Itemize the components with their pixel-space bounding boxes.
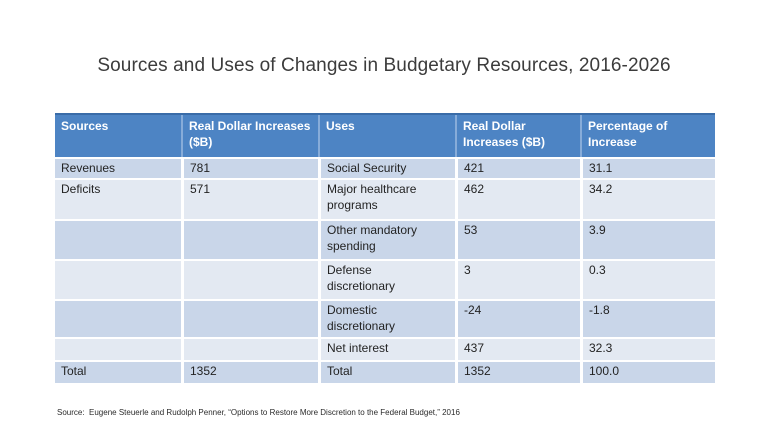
table-cell: 0.3 xyxy=(580,261,715,299)
header-cell-uses: Uses xyxy=(318,115,455,157)
table-row: Other mandatory spending 53 3.9 xyxy=(55,219,715,259)
table-cell xyxy=(55,221,181,259)
table-cell: Social Security xyxy=(318,159,455,178)
table-cell: Other mandatory spending xyxy=(318,221,455,259)
table-cell: 1352 xyxy=(455,362,580,383)
header-cell-uses-dollars: Real Dollar Increases ($B) xyxy=(455,115,580,157)
table-cell: Defense discretionary xyxy=(318,261,455,299)
table-cell: 3 xyxy=(455,261,580,299)
header-cell-sources: Sources xyxy=(61,119,109,133)
table-row: Net interest 437 32.3 xyxy=(55,337,715,360)
table-cell: 1352 xyxy=(181,362,318,383)
header-cell-sources-dollars: Real Dollar Increases ($B) xyxy=(181,115,318,157)
table-header-row: Sources Real Dollar Increases ($B) Uses … xyxy=(55,113,715,157)
table-cell: -1.8 xyxy=(580,301,715,337)
table-cell: 3.9 xyxy=(580,221,715,259)
table-cell: 34.2 xyxy=(580,180,715,219)
table-row-total: Total 1352 Total 1352 100.0 xyxy=(55,360,715,383)
table-cell: 462 xyxy=(455,180,580,219)
table-cell: Domestic discretionary xyxy=(318,301,455,337)
table-cell: Deficits xyxy=(61,182,101,196)
table-cell: Total xyxy=(61,364,87,378)
slide-title: Sources and Uses of Changes in Budgetary… xyxy=(97,55,671,76)
table-cell: Total xyxy=(318,362,455,383)
budget-table: Sources Real Dollar Increases ($B) Uses … xyxy=(55,113,715,383)
table-cell: 571 xyxy=(181,180,318,219)
table-cell: 32.3 xyxy=(580,339,715,360)
table-cell xyxy=(181,221,318,259)
table-cell: -24 xyxy=(455,301,580,337)
table-cell: 781 xyxy=(181,159,318,178)
table-cell: Revenues xyxy=(61,161,116,175)
table-cell xyxy=(181,261,318,299)
table-row: Deficits 571 Major healthcare programs 4… xyxy=(55,178,715,219)
table-cell xyxy=(181,339,318,360)
header-cell-percentage: Percentage of Increase xyxy=(580,115,715,157)
table-cell: 100.0 xyxy=(580,362,715,383)
table-row: Domestic discretionary -24 -1.8 xyxy=(55,299,715,337)
table-cell: Major healthcare programs xyxy=(318,180,455,219)
table-cell: Net interest xyxy=(318,339,455,360)
table-row: Defense discretionary 3 0.3 xyxy=(55,259,715,299)
table-cell xyxy=(55,261,181,299)
source-note: Source: Eugene Steuerle and Rudolph Penn… xyxy=(57,408,460,417)
table-cell: 31.1 xyxy=(580,159,715,178)
table-cell: 53 xyxy=(455,221,580,259)
table-cell: 437 xyxy=(455,339,580,360)
table-row: Revenues 781 Social Security 421 31.1 xyxy=(55,157,715,178)
table-cell: 421 xyxy=(455,159,580,178)
table-cell xyxy=(181,301,318,337)
table-cell xyxy=(55,301,181,337)
table-cell xyxy=(55,339,181,360)
